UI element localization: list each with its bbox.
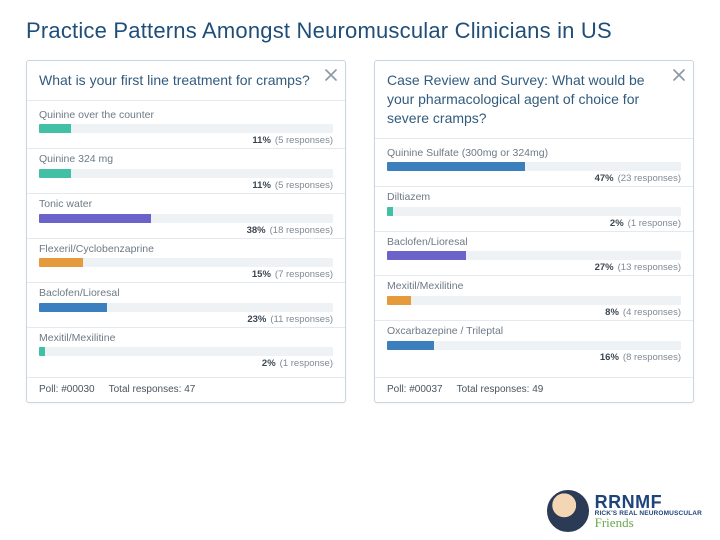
bar-fill: [387, 296, 411, 305]
close-icon[interactable]: [673, 69, 685, 81]
option-pct: 2%: [262, 358, 276, 369]
page-title: Practice Patterns Amongst Neuromuscular …: [0, 0, 720, 54]
option-label: Diltiazem: [387, 191, 681, 204]
poll-option-row: Mexitil/Mexilitine 8% (4 responses): [375, 276, 693, 320]
option-pct: 11%: [252, 135, 271, 146]
option-label: Mexitil/Mexilitine: [387, 280, 681, 293]
option-meta: 47% (23 responses): [387, 173, 681, 184]
option-responses: (7 responses): [275, 269, 333, 280]
option-pct: 47%: [595, 173, 614, 184]
poll-option-row: Quinine over the counter 11% (5 responses…: [27, 105, 345, 149]
cards-container: What is your first line treatment for cr…: [0, 54, 720, 403]
bar-track: [387, 162, 681, 171]
bar-track: [387, 251, 681, 260]
card-footer: Poll: #00037 Total responses: 49: [375, 377, 693, 402]
bar-fill: [387, 251, 466, 260]
option-label: Quinine 324 mg: [39, 153, 333, 166]
bar-track: [39, 169, 333, 178]
option-meta: 23% (11 responses): [39, 314, 333, 325]
bar-fill: [39, 303, 107, 312]
poll-option-row: Diltiazem 2% (1 response): [375, 187, 693, 231]
option-meta: 11% (5 responses): [39, 180, 333, 191]
bar-track: [387, 296, 681, 305]
option-label: Flexeril/Cyclobenzaprine: [39, 243, 333, 256]
option-pct: 23%: [247, 314, 266, 325]
poll-total: Total responses: 47: [109, 384, 196, 395]
poll-id: Poll: #00037: [387, 384, 443, 395]
option-responses: (5 responses): [275, 180, 333, 191]
card-title: Case Review and Survey: What would be yo…: [387, 71, 667, 128]
bar-track: [39, 214, 333, 223]
poll-option-row: Baclofen/Lioresal 27% (13 responses): [375, 232, 693, 276]
option-meta: 27% (13 responses): [387, 262, 681, 273]
option-meta: 8% (4 responses): [387, 307, 681, 318]
poll-option-row: Mexitil/Mexilitine 2% (1 response): [27, 328, 345, 372]
option-responses: (4 responses): [623, 307, 681, 318]
option-label: Quinine Sulfate (300mg or 324mg): [387, 147, 681, 160]
poll-option-row: Baclofen/Lioresal 23% (11 responses): [27, 283, 345, 327]
bar-fill: [39, 258, 83, 267]
option-meta: 15% (7 responses): [39, 269, 333, 280]
poll-id: Poll: #00030: [39, 384, 95, 395]
option-pct: 11%: [252, 180, 271, 191]
option-label: Tonic water: [39, 198, 333, 211]
brand-text: RRNMF RICK'S REAL NEUROMUSCULAR Friends: [595, 493, 702, 529]
bar-track: [39, 258, 333, 267]
bar-track: [387, 341, 681, 350]
option-responses: (18 responses): [270, 225, 333, 236]
option-responses: (8 responses): [623, 352, 681, 363]
option-meta: 11% (5 responses): [39, 135, 333, 146]
option-meta: 2% (1 response): [387, 218, 681, 229]
option-pct: 15%: [252, 269, 271, 280]
card-header: What is your first line treatment for cr…: [27, 61, 345, 100]
poll-results: Quinine Sulfate (300mg or 324mg) 47% (23 …: [375, 139, 693, 378]
poll-option-row: Oxcarbazepine / Trileptal 16% (8 response…: [375, 321, 693, 365]
bar-fill: [39, 347, 45, 356]
option-label: Quinine over the counter: [39, 109, 333, 122]
poll-card-1: Case Review and Survey: What would be yo…: [374, 60, 694, 403]
option-pct: 27%: [595, 262, 614, 273]
poll-option-row: Quinine 324 mg 11% (5 responses): [27, 149, 345, 193]
card-footer: Poll: #00030 Total responses: 47: [27, 377, 345, 402]
bar-track: [39, 303, 333, 312]
card-header: Case Review and Survey: What would be yo…: [375, 61, 693, 138]
poll-option-row: Quinine Sulfate (300mg or 324mg) 47% (23 …: [375, 143, 693, 187]
brand-line1: RRNMF: [595, 493, 702, 511]
option-label: Baclofen/Lioresal: [39, 287, 333, 300]
poll-card-0: What is your first line treatment for cr…: [26, 60, 346, 403]
close-icon[interactable]: [325, 69, 337, 81]
option-responses: (1 response): [280, 358, 333, 369]
option-pct: 16%: [600, 352, 619, 363]
bar-fill: [39, 214, 151, 223]
option-pct: 2%: [610, 218, 624, 229]
poll-option-row: Flexeril/Cyclobenzaprine 15% (7 responses…: [27, 239, 345, 283]
bar-track: [39, 124, 333, 133]
bar-track: [39, 347, 333, 356]
avatar-icon: [547, 490, 589, 532]
poll-option-row: Tonic water 38% (18 responses): [27, 194, 345, 238]
option-label: Baclofen/Lioresal: [387, 236, 681, 249]
poll-results: Quinine over the counter 11% (5 responses…: [27, 101, 345, 378]
bar-fill: [39, 169, 71, 178]
card-title: What is your first line treatment for cr…: [39, 71, 319, 90]
option-meta: 38% (18 responses): [39, 225, 333, 236]
option-pct: 38%: [247, 225, 266, 236]
option-responses: (5 responses): [275, 135, 333, 146]
option-responses: (13 responses): [618, 262, 681, 273]
option-label: Oxcarbazepine / Trileptal: [387, 325, 681, 338]
bar-fill: [387, 341, 434, 350]
option-label: Mexitil/Mexilitine: [39, 332, 333, 345]
option-meta: 16% (8 responses): [387, 352, 681, 363]
option-meta: 2% (1 response): [39, 358, 333, 369]
poll-total: Total responses: 49: [457, 384, 544, 395]
brand-logo: RRNMF RICK'S REAL NEUROMUSCULAR Friends: [547, 490, 702, 532]
bar-fill: [39, 124, 71, 133]
option-pct: 8%: [605, 307, 619, 318]
option-responses: (1 response): [628, 218, 681, 229]
option-responses: (23 responses): [618, 173, 681, 184]
bar-fill: [387, 162, 525, 171]
option-responses: (11 responses): [270, 314, 333, 325]
bar-fill: [387, 207, 393, 216]
bar-track: [387, 207, 681, 216]
